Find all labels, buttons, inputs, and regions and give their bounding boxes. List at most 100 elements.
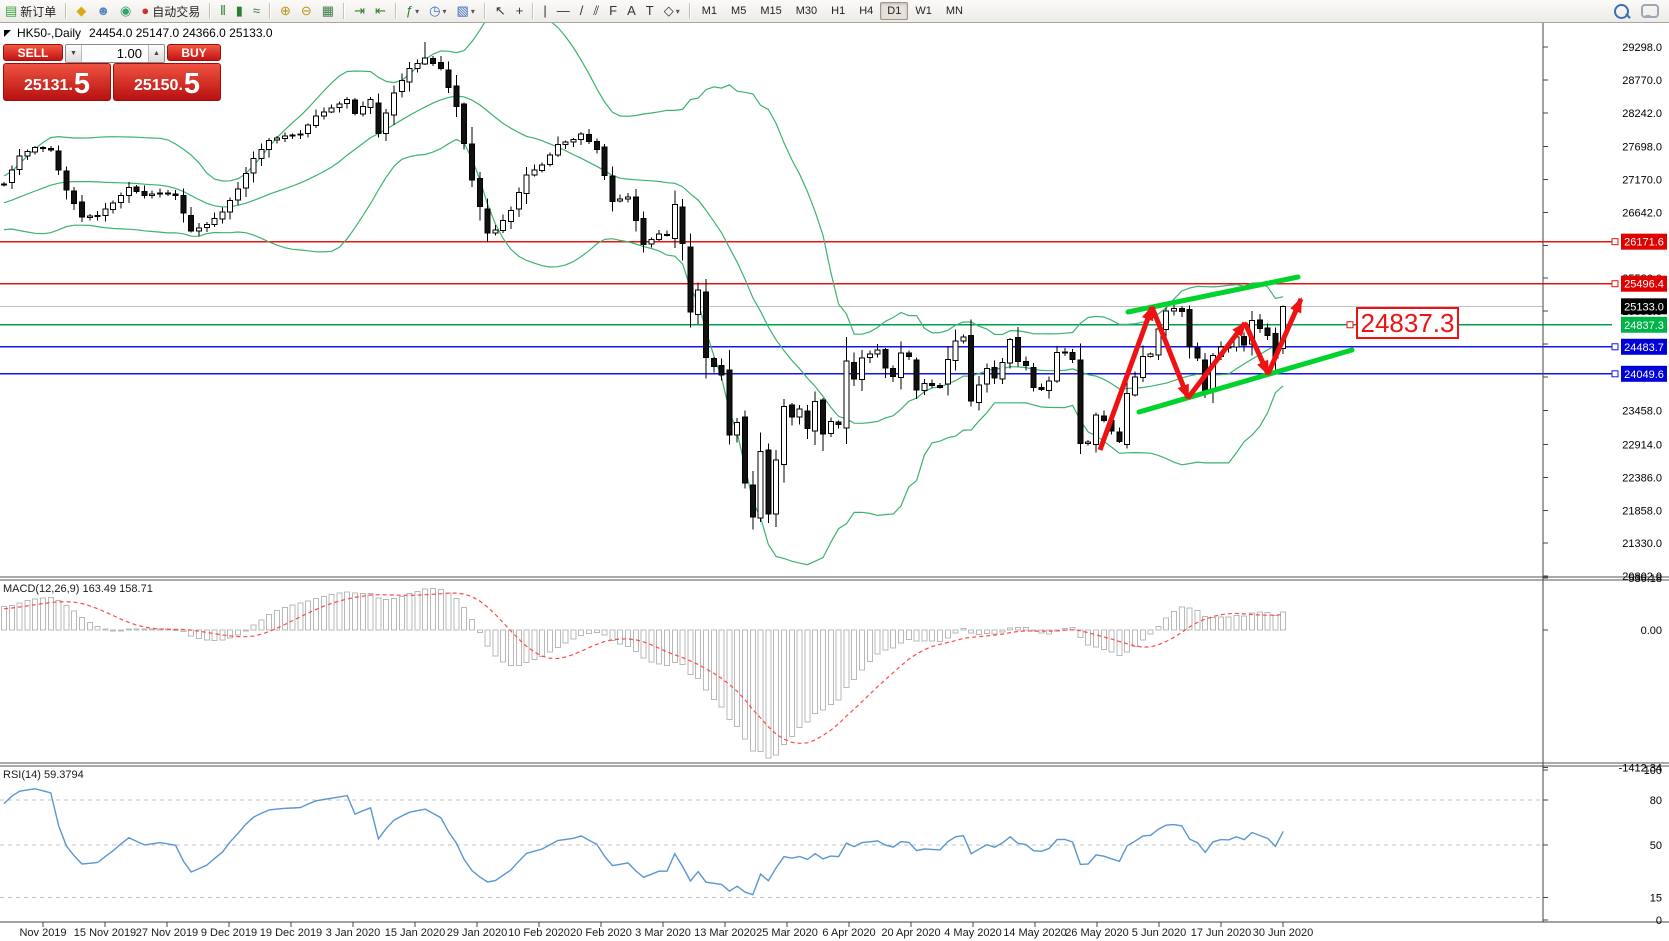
price-tick-label: 27170.0: [1622, 175, 1662, 187]
chart-shift-icon: ⇥: [354, 3, 365, 18]
candlestick-chart-icon: ▮: [235, 3, 243, 18]
rsi-axis-label: 15: [1650, 893, 1662, 905]
chart-ohlc-values: 24454.0 25147.0 24366.0 25133.0: [89, 26, 273, 40]
price-tick-label: 27698.0: [1622, 142, 1662, 154]
zoom-out-icon[interactable]: ⊖: [296, 0, 317, 22]
zoom-in-icon[interactable]: ⊕: [275, 0, 296, 22]
sell-price-panel[interactable]: 25131. 5: [3, 63, 111, 101]
search-icon[interactable]: [1614, 3, 1629, 19]
toolbar-separator: [688, 3, 691, 19]
macd-axis-label: 536.18: [1628, 573, 1662, 585]
volume-input[interactable]: 1.00: [82, 45, 148, 62]
signals-icon[interactable]: ◉: [115, 0, 136, 22]
periods-icon: ◷: [429, 3, 441, 18]
price-callout-box[interactable]: [1356, 307, 1459, 339]
timeframe-h4[interactable]: H4: [859, 5, 874, 17]
profile-icon: ☻: [96, 3, 110, 18]
volume-increase-button[interactable]: ▲: [148, 45, 164, 62]
date-tick-label: 4 May 2020: [944, 927, 1001, 939]
toolbar-group: ⫴ ▮ ≈: [215, 0, 265, 22]
text-icon[interactable]: A: [622, 0, 641, 22]
fibonacci-icon[interactable]: F: [604, 0, 622, 22]
buy-price-panel[interactable]: 25150. 5: [113, 63, 221, 101]
bar-chart-icon[interactable]: ⫴: [215, 0, 230, 22]
toolbar-right-group: [1614, 3, 1659, 19]
trend-arrow[interactable]: [1097, 305, 1155, 451]
chevron-down-icon: ▾: [415, 6, 420, 16]
price-tick-label: 21330.0: [1622, 538, 1662, 550]
tile-windows-icon[interactable]: ▦: [317, 0, 339, 22]
rsi-line: [3, 788, 1284, 896]
crosshair-icon[interactable]: +: [511, 0, 529, 22]
charts-window-icon: ◆: [76, 3, 87, 18]
bollinger-upper-band: [3, 6, 1284, 336]
axis-level-box: [1621, 233, 1667, 250]
sell-price-big-digit: 5: [73, 68, 91, 100]
profile-icon[interactable]: ☻: [91, 0, 115, 22]
cursor-icon: ↖: [494, 3, 506, 18]
rsi-axis-label: 0: [1656, 915, 1662, 927]
axis-level-box: [1621, 275, 1667, 292]
sell-button[interactable]: SELL: [3, 44, 63, 61]
axis-level-label: 24837.3: [1624, 320, 1664, 332]
new-order-button-label: 新订单: [20, 4, 57, 19]
trend-channel-upper-line[interactable]: [1125, 274, 1301, 315]
timeframe-m15[interactable]: M15: [760, 5, 782, 17]
cursor-icon[interactable]: ↖: [490, 0, 511, 22]
zoom-out-icon: ⊖: [300, 3, 312, 18]
timeframe-d1[interactable]: D1: [880, 2, 909, 20]
trend-channel-lower-line[interactable]: [1136, 347, 1355, 415]
vertical-line-icon[interactable]: |: [538, 0, 551, 22]
timeframe-m5[interactable]: M5: [731, 5, 747, 17]
toolbar-group: ↖ +: [490, 0, 529, 22]
fibonacci-icon: F: [609, 3, 618, 18]
chart-shift-icon[interactable]: ⇥: [349, 0, 370, 22]
date-axis[interactable]: Nov 2019 15 Nov 2019 27 Nov 2019 9 Dec 2019…: [19, 922, 1313, 939]
indicators-icon[interactable]: ƒ ▾: [401, 0, 424, 22]
toolbar-group: ◆ ☻ ◉ ● 自动交易: [71, 0, 205, 22]
macd-indicator-label: MACD(12,26,9) 163.49 158.71: [3, 583, 153, 595]
toolbar-group: | — / ⫽ F A T ◇ ▾: [538, 0, 684, 22]
auto-scroll-icon[interactable]: ⇤: [370, 0, 391, 22]
trendline-icon[interactable]: /: [575, 0, 589, 22]
level-line-handle: [1611, 370, 1619, 378]
autotrading-button[interactable]: ● 自动交易: [136, 0, 205, 22]
callout-anchor-handle: [1346, 321, 1354, 329]
toolbar-separator: [343, 3, 346, 19]
toolbar-group: ▤ 新订单: [0, 0, 61, 22]
charts-window-icon[interactable]: ◆: [71, 0, 91, 22]
line-chart-icon[interactable]: ≈: [248, 0, 265, 22]
timeframe-w1[interactable]: W1: [915, 5, 932, 17]
chat-icon[interactable]: [1641, 4, 1659, 18]
arrows-icon[interactable]: ◇ ▾: [659, 0, 685, 22]
date-tick-label: 14 May 2020: [1003, 927, 1067, 939]
trend-arrow[interactable]: [1265, 297, 1304, 376]
timeframe-mn[interactable]: MN: [945, 5, 963, 17]
sell-price: 25131.: [23, 77, 73, 94]
templates-icon[interactable]: ▧ ▾: [452, 0, 480, 22]
auto-scroll-icon: ⇤: [375, 3, 386, 18]
text-label-icon[interactable]: T: [641, 0, 659, 22]
horizontal-line-icon[interactable]: —: [552, 0, 575, 22]
trend-arrow[interactable]: [1186, 321, 1247, 400]
new-order-button[interactable]: ▤ 新订单: [0, 0, 61, 22]
level-line-handle: [1611, 343, 1619, 351]
axis-level-label: 24483.7: [1624, 342, 1664, 354]
candlestick-chart-icon[interactable]: ▮: [231, 0, 248, 22]
date-tick-label: 17 Jun 2020: [1191, 927, 1252, 939]
rsi-indicator-label: RSI(14) 59.3794: [3, 769, 84, 781]
timeframe-h1[interactable]: H1: [831, 5, 846, 17]
timeframe-m30[interactable]: M30: [795, 5, 818, 17]
signals-icon: ◉: [120, 3, 132, 18]
trend-arrow[interactable]: [1242, 321, 1271, 376]
equidistant-channel-icon[interactable]: ⫽: [588, 0, 604, 22]
trend-arrow[interactable]: [1149, 306, 1191, 400]
axis-level-label: 25496.4: [1624, 279, 1664, 291]
volume-decrease-button[interactable]: ▼: [66, 45, 82, 62]
buy-button[interactable]: BUY: [167, 44, 221, 61]
periods-icon[interactable]: ◷ ▾: [424, 0, 451, 22]
date-tick-label: 30 Jun 2020: [1253, 927, 1314, 939]
timeframe-m1[interactable]: M1: [701, 5, 718, 17]
